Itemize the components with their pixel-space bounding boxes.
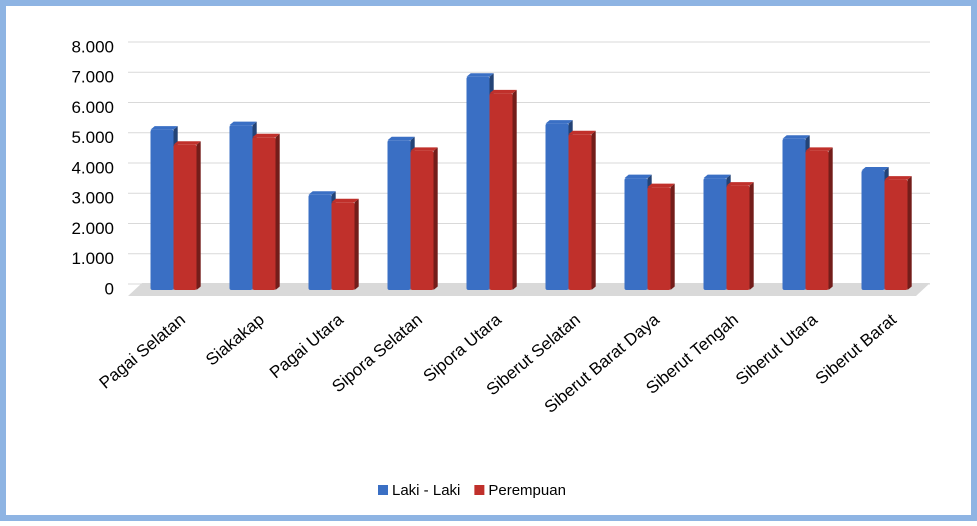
bar-top (703, 174, 731, 179)
bar-front (308, 194, 332, 290)
bar-top (782, 135, 810, 139)
bar-front (884, 179, 908, 290)
bar (805, 147, 833, 290)
bar-front (545, 123, 569, 290)
bar-front (387, 140, 411, 290)
legend-swatch (474, 485, 485, 495)
bar-side (354, 198, 359, 290)
bar-top (410, 147, 438, 151)
bar-side (275, 133, 280, 290)
bar (568, 130, 596, 290)
bar-side (196, 141, 201, 290)
bar-front (805, 150, 829, 290)
y-tick-label: 2.000 (71, 219, 114, 238)
bar-side (512, 89, 517, 290)
bar-top (252, 133, 280, 138)
bar (410, 147, 438, 290)
bar-side (433, 147, 438, 290)
bar (884, 176, 912, 290)
bar (489, 89, 517, 290)
bar-front (861, 170, 885, 290)
bar-top (150, 126, 178, 130)
y-tick-label: 0 (105, 279, 114, 298)
bar-front (410, 150, 434, 290)
bar-top (647, 183, 675, 188)
bar-top (545, 120, 573, 124)
bar-front (568, 134, 592, 290)
bar-side (749, 182, 754, 290)
bar-top (466, 73, 494, 77)
bar (331, 198, 359, 290)
bar-front (726, 185, 750, 290)
bar-front (647, 187, 671, 290)
bar-top (489, 89, 517, 94)
bar-top (884, 176, 912, 180)
bar-front (229, 125, 253, 290)
bar-top (805, 147, 833, 151)
bar-top (568, 130, 596, 135)
bar-front (150, 129, 174, 290)
bar-front (782, 138, 806, 290)
bar-side (591, 130, 596, 290)
y-tick-label: 6.000 (71, 98, 114, 117)
y-tick-label: 4.000 (71, 158, 114, 177)
bar-top (624, 174, 652, 179)
bar-front (173, 144, 197, 290)
y-tick-label: 7.000 (71, 68, 114, 87)
y-tick-label: 3.000 (71, 189, 114, 208)
bar-top (229, 121, 257, 126)
bar-top (331, 198, 359, 203)
y-tick-label: 1.000 (71, 249, 114, 268)
bar-front (703, 178, 727, 290)
bar-side (670, 183, 675, 290)
bar-top (387, 136, 415, 141)
bar (252, 133, 280, 290)
bar-top (726, 182, 754, 186)
y-tick-label: 8.000 (71, 37, 114, 56)
bar-side (907, 176, 912, 290)
bar (647, 183, 675, 290)
bar-front (252, 137, 276, 290)
bar-front (331, 202, 355, 290)
bar-top (308, 191, 336, 195)
bar-top (173, 141, 201, 145)
legend-label: Laki - Laki (392, 482, 460, 499)
bar-front (624, 178, 648, 290)
legend-swatch (378, 485, 388, 495)
bar (173, 141, 201, 290)
legend-label: Perempuan (488, 482, 566, 499)
bar-side (828, 147, 833, 290)
y-tick-label: 5.000 (71, 128, 114, 147)
bar-top (861, 167, 889, 171)
bar-front (466, 76, 490, 290)
bar (726, 182, 754, 290)
bar-front (489, 93, 513, 290)
